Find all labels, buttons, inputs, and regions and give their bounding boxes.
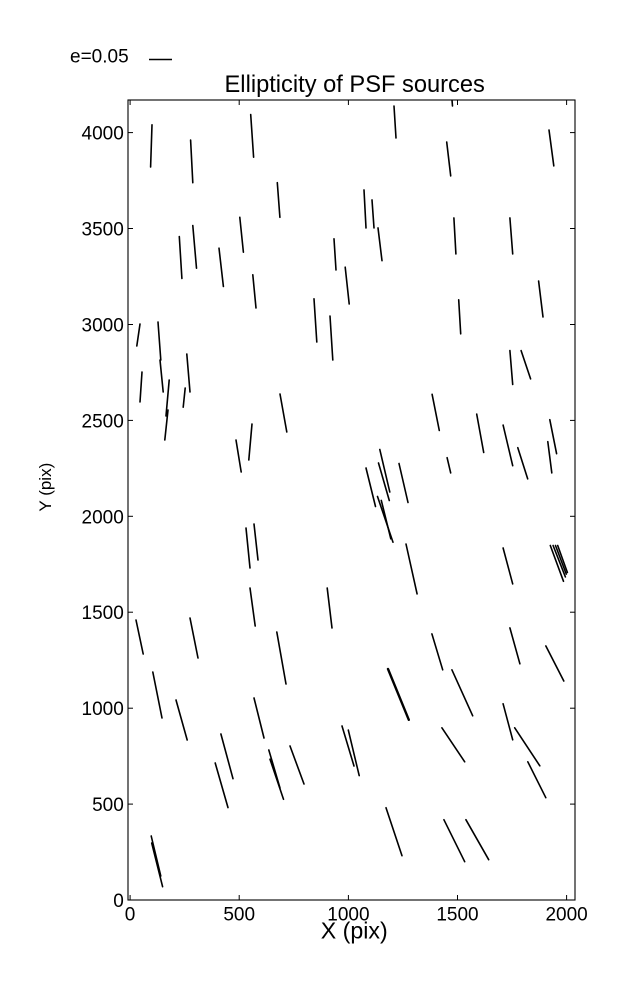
svg-text:2000: 2000 bbox=[82, 507, 124, 528]
svg-text:1500: 1500 bbox=[436, 905, 478, 926]
svg-text:500: 500 bbox=[92, 795, 124, 816]
svg-text:3500: 3500 bbox=[82, 220, 124, 241]
svg-text:3000: 3000 bbox=[82, 316, 124, 337]
svg-text:0: 0 bbox=[113, 891, 124, 912]
svg-text:2500: 2500 bbox=[82, 411, 124, 432]
svg-text:Y (pix): Y (pix) bbox=[36, 463, 55, 512]
svg-text:X (pix): X (pix) bbox=[321, 917, 388, 943]
svg-text:1000: 1000 bbox=[82, 699, 124, 720]
svg-text:2000: 2000 bbox=[545, 905, 587, 926]
svg-text:e=0.05: e=0.05 bbox=[70, 47, 129, 68]
svg-text:500: 500 bbox=[223, 905, 255, 926]
svg-text:0: 0 bbox=[125, 905, 136, 926]
svg-text:4000: 4000 bbox=[82, 124, 124, 145]
svg-text:Ellipticity of PSF sources: Ellipticity of PSF sources bbox=[225, 72, 485, 98]
svg-text:1500: 1500 bbox=[82, 603, 124, 624]
